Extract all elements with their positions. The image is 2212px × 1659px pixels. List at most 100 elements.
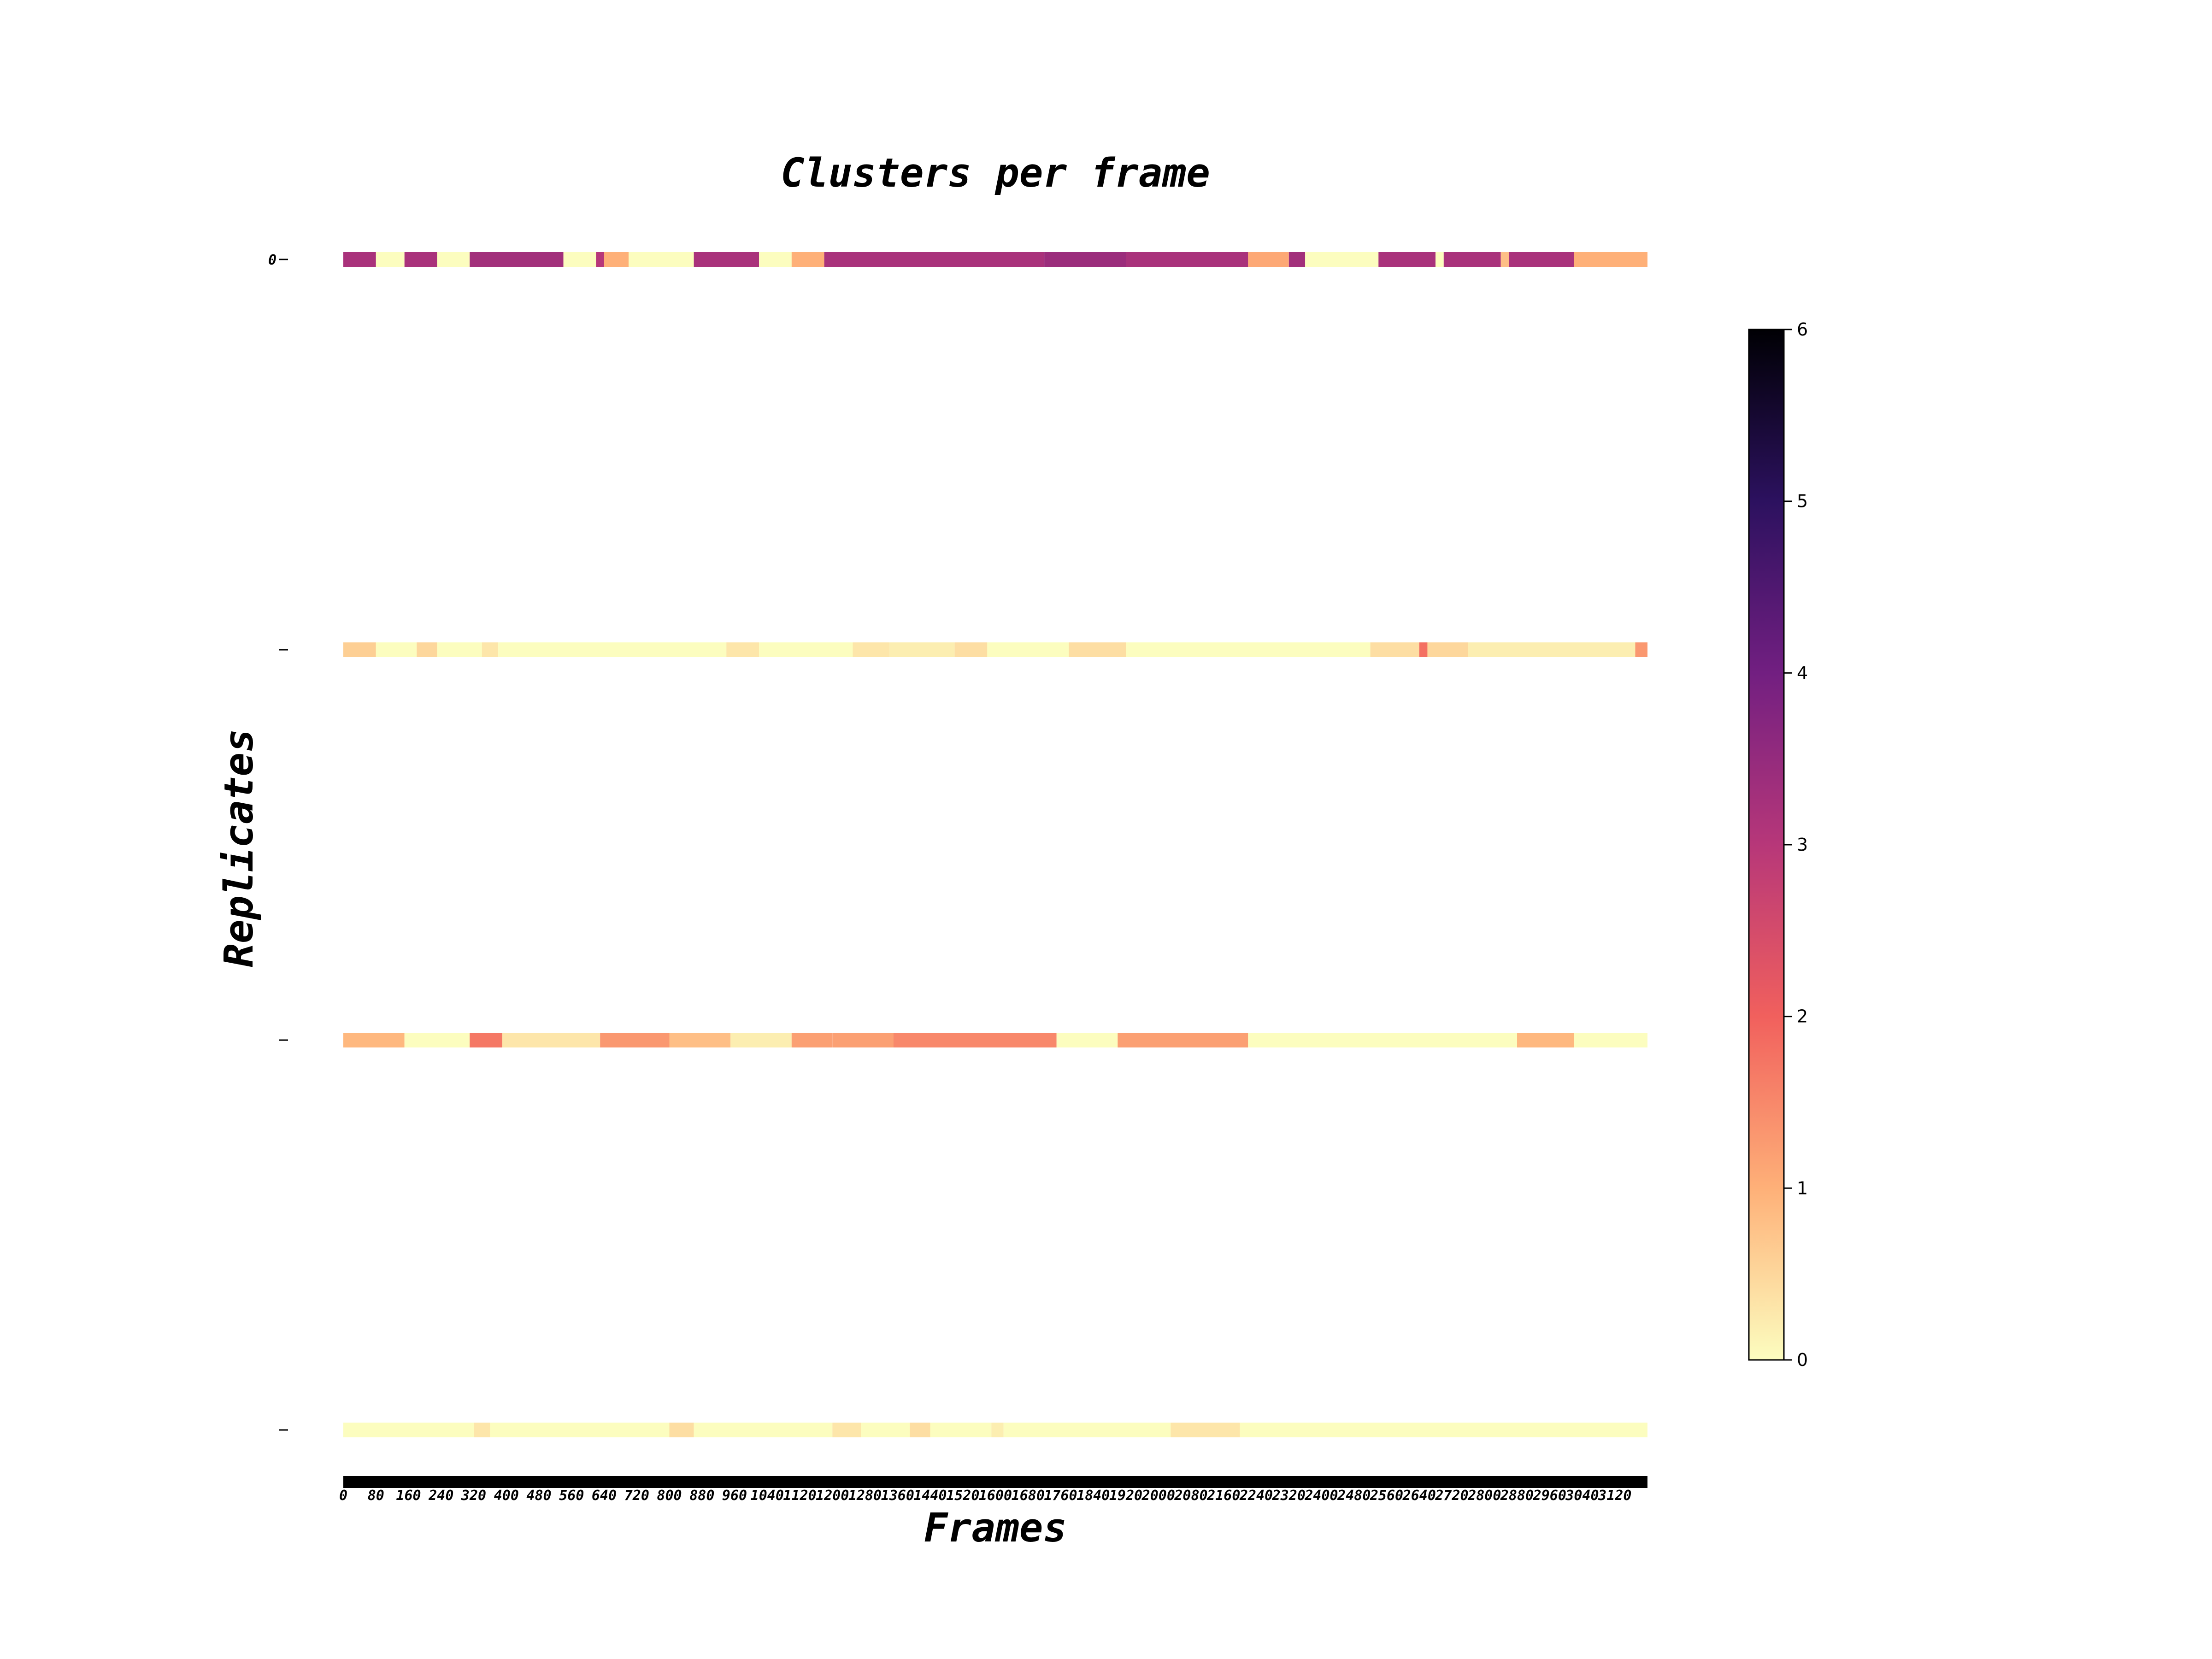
heatmap-cell xyxy=(1500,252,1509,267)
x-tick-label: 1920 xyxy=(1109,1488,1142,1504)
x-tick-label: 2080 xyxy=(1174,1488,1207,1504)
heatmap-cell xyxy=(1118,1033,1248,1047)
colorbar-tick-label: 6 xyxy=(1797,319,1808,340)
y-tick-label: 0 xyxy=(268,252,276,268)
heatmap-cell xyxy=(404,1033,470,1047)
x-tick-label: 2480 xyxy=(1337,1488,1371,1504)
x-tick-label: 2800 xyxy=(1467,1488,1501,1504)
colorbar xyxy=(1748,329,1785,1361)
heatmap-cell xyxy=(889,642,955,657)
heatmap-cell xyxy=(437,252,470,267)
heatmap-cell xyxy=(482,642,499,657)
heatmap-cell xyxy=(1003,1423,1171,1437)
x-tick-label: 1040 xyxy=(751,1488,784,1504)
x-tick-label: 2640 xyxy=(1402,1488,1436,1504)
heatmap-cell xyxy=(343,252,376,267)
x-tick-label: 2560 xyxy=(1370,1488,1403,1504)
heatmap-cell xyxy=(930,1423,992,1437)
heatmap-cell xyxy=(893,1033,1057,1047)
heatmap-cell xyxy=(498,642,727,657)
x-tick-label: 240 xyxy=(428,1488,453,1504)
heatmap-row xyxy=(343,1423,1647,1437)
colorbar-tick-label: 0 xyxy=(1797,1350,1808,1370)
heatmap-cell xyxy=(1435,252,1444,267)
heatmap-cell xyxy=(1378,252,1436,267)
heatmap-cell xyxy=(791,1033,833,1047)
x-tick-label: 1200 xyxy=(816,1488,849,1504)
x-tick-label: 1440 xyxy=(913,1488,947,1504)
heatmap-cell xyxy=(1240,1423,1647,1437)
heatmap-cell xyxy=(954,642,988,657)
heatmap-cell xyxy=(376,252,405,267)
heatmap-cell xyxy=(474,1423,490,1437)
heatmap-cell xyxy=(726,642,759,657)
heatmap-cell xyxy=(1248,252,1289,267)
heatmap-cell xyxy=(600,1033,670,1047)
x-tick-label: 2240 xyxy=(1239,1488,1273,1504)
heatmap-cell xyxy=(1509,252,1574,267)
x-axis-label: Frames xyxy=(924,1505,1067,1551)
heatmap-cell xyxy=(1635,642,1647,657)
colorbar-tick-label: 4 xyxy=(1797,663,1808,683)
heatmap-cell xyxy=(502,1033,600,1047)
heatmap-cell xyxy=(910,1423,930,1437)
heatmap-cell xyxy=(343,1033,405,1047)
heatmap-cell xyxy=(417,642,437,657)
heatmap-cell xyxy=(563,252,596,267)
heatmap-cell xyxy=(343,1423,474,1437)
x-tick-label: 160 xyxy=(396,1488,421,1504)
heatmap-cell xyxy=(490,1423,670,1437)
heatmap-cell xyxy=(1517,1033,1574,1047)
x-tick-label: 2160 xyxy=(1206,1488,1240,1504)
x-tick-label: 720 xyxy=(624,1488,649,1504)
x-tick-label: 1840 xyxy=(1077,1488,1110,1504)
x-tick-label: 1680 xyxy=(1012,1488,1045,1504)
x-tick-label: 2960 xyxy=(1533,1488,1566,1504)
heatmap-cell xyxy=(832,1033,894,1047)
heatmap-cell xyxy=(470,1033,502,1047)
heatmap-cell xyxy=(1468,642,1635,657)
heatmap-cell xyxy=(669,1033,731,1047)
colorbar-tick-label: 2 xyxy=(1797,1006,1808,1027)
heatmap-cell xyxy=(343,642,376,657)
heatmap-cell xyxy=(694,252,759,267)
x-axis-ticks: 0 80 160 240 320 400 480 560 640 720 800 880 960 1040… xyxy=(339,1488,1631,1504)
colorbar-tick-label: 3 xyxy=(1797,835,1808,855)
x-tick-label: 0 xyxy=(339,1488,347,1504)
heatmap-cell xyxy=(470,252,564,267)
x-tick-label: 3040 xyxy=(1565,1488,1599,1504)
heatmap-cell xyxy=(791,252,824,267)
heatmap-cell xyxy=(1419,642,1428,657)
x-tick-label: 2000 xyxy=(1141,1488,1175,1504)
x-tick-label: 2320 xyxy=(1272,1488,1306,1504)
x-tick-label: 400 xyxy=(494,1488,519,1504)
heatmap-cell xyxy=(669,1423,694,1437)
x-tick-label: 320 xyxy=(461,1488,486,1504)
heatmap-cell xyxy=(861,1423,910,1437)
heatmap-cell xyxy=(759,252,792,267)
x-tick-label: 960 xyxy=(722,1488,747,1504)
x-tick-label: 1760 xyxy=(1044,1488,1077,1504)
heatmap-cell xyxy=(1288,252,1306,267)
heatmap-cell xyxy=(730,1033,792,1047)
heatmap-cell xyxy=(1370,642,1419,657)
heatmap-cell xyxy=(694,1423,833,1437)
x-tick-label: 560 xyxy=(559,1488,584,1504)
x-tick-label: 480 xyxy=(526,1488,551,1504)
heatmap-cell xyxy=(376,642,417,657)
heatmap-cell xyxy=(1126,252,1248,267)
heatmap-cell xyxy=(987,642,1069,657)
x-tick-label: 80 xyxy=(368,1488,384,1504)
heatmap-cell xyxy=(604,252,629,267)
heatmap-cell xyxy=(824,252,1045,267)
heatmap-cell xyxy=(991,1423,1004,1437)
x-tick-label: 880 xyxy=(689,1488,714,1504)
x-tick-label: 2880 xyxy=(1500,1488,1534,1504)
heatmap-cell xyxy=(1574,252,1647,267)
y-axis-ticks: 0 xyxy=(268,252,288,1431)
x-axis-bar xyxy=(343,1476,1647,1488)
heatmap-cell xyxy=(1044,252,1126,267)
x-tick-label: 800 xyxy=(657,1488,682,1504)
heatmap-rows xyxy=(343,252,1647,1437)
